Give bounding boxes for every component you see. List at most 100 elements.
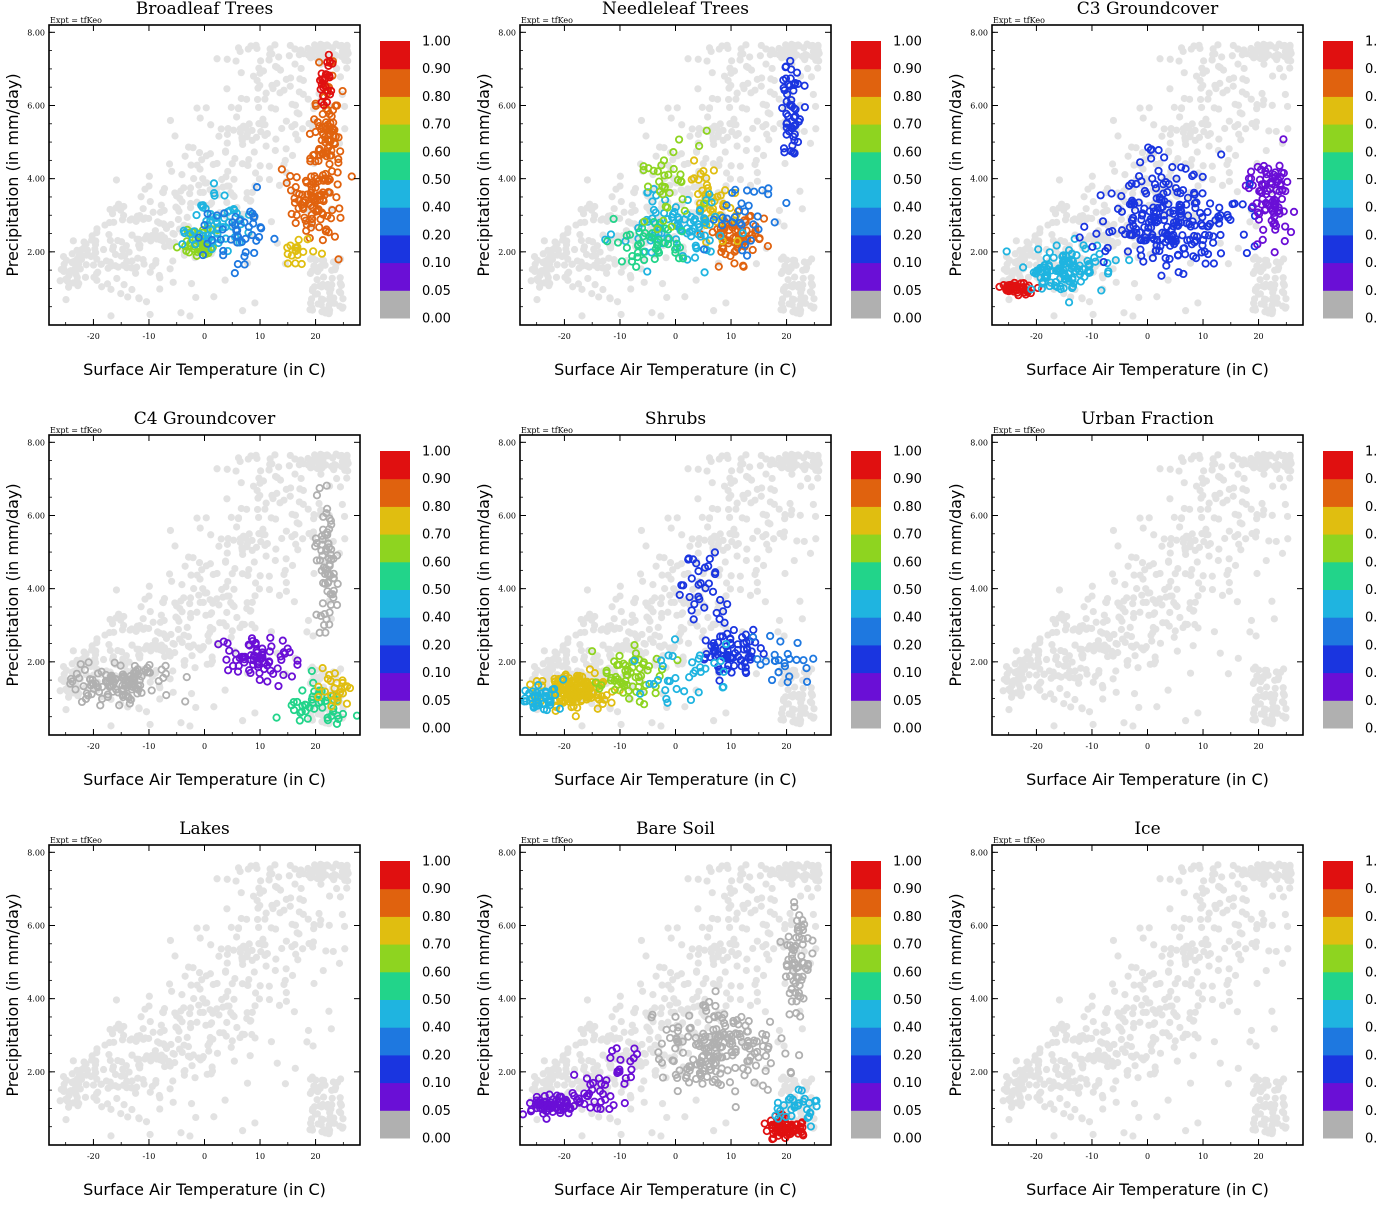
scatter-point-bg	[193, 609, 200, 616]
scatter-point-bg	[590, 246, 597, 253]
scatter-point-bg	[776, 96, 783, 103]
scatter-point	[287, 173, 293, 179]
scatter-point	[97, 702, 103, 708]
scatter-point-bg	[632, 185, 639, 192]
scatter-point-bg	[670, 585, 677, 592]
scatter-point	[295, 237, 301, 243]
scatter-point-bg	[178, 198, 185, 205]
y-axis-label: Precipitation (in mm/day)	[3, 483, 22, 686]
scatter-point-bg	[680, 626, 687, 633]
scatter-point-bg	[642, 599, 649, 606]
scatter-point-bg	[124, 293, 131, 300]
y-tick-label: 6.00	[970, 101, 988, 110]
scatter-point-bg	[727, 82, 734, 89]
scatter-point-bg	[1282, 91, 1289, 98]
scatter-point-bg	[536, 284, 543, 291]
x-axis-label: Surface Air Temperature (in C)	[1026, 360, 1269, 379]
scatter-point-bg	[547, 662, 554, 669]
scatter-point-bg	[167, 527, 174, 534]
scatter-point-bg	[317, 41, 324, 48]
scatter-point-bg	[168, 168, 175, 175]
scatter-point-bg	[584, 275, 591, 282]
scatter-point-bg	[666, 592, 673, 599]
colorbar-label: 0.00	[422, 312, 451, 327]
scatter-point-bg	[257, 572, 264, 579]
scatter-point-bg	[1101, 202, 1108, 209]
scatter-point-bg	[218, 535, 225, 542]
scatter-point	[644, 268, 650, 274]
scatter-point-bg	[260, 67, 267, 74]
scatter-point-bg	[251, 592, 258, 599]
scatter-point-bg	[642, 641, 649, 648]
scatter-point-bg	[614, 708, 621, 715]
scatter-point-bg	[320, 257, 327, 264]
scatter-point-bg	[812, 125, 819, 132]
scatter-point-bg	[754, 178, 761, 185]
scatter-point-bg	[799, 205, 806, 212]
scatter-point-bg	[319, 296, 326, 303]
scatter-point-bg	[605, 255, 612, 262]
scatter-point-bg	[333, 475, 340, 482]
scatter-point-bg	[553, 274, 560, 281]
scatter-point-bg	[287, 74, 294, 81]
scatter-point-bg	[1262, 296, 1269, 303]
scatter-point-bg	[708, 539, 715, 546]
scatter-point-bg	[779, 457, 786, 464]
scatter-point-bg	[256, 175, 263, 182]
scatter-point-bg	[554, 662, 561, 669]
scatter-point-bg	[801, 128, 808, 135]
scatter-point-bg	[223, 85, 230, 92]
scatter-point-bg	[1171, 104, 1178, 111]
scatter-point-bg	[740, 495, 747, 502]
scatter-point	[316, 485, 322, 491]
scatter-point-bg	[634, 635, 641, 642]
scatter-point-bg	[314, 276, 321, 283]
scatter-point-bg	[1069, 216, 1076, 223]
scatter-point-bg	[732, 96, 739, 103]
scatter-point	[751, 188, 757, 194]
scatter-point-bg	[1088, 215, 1095, 222]
chart-title: Broadleaf Trees	[136, 0, 274, 19]
scatter-point-bg	[797, 309, 804, 316]
scatter-point-bg	[1209, 176, 1216, 183]
scatter-point-bg	[309, 632, 316, 639]
scatter-point-bg	[1182, 307, 1189, 314]
scatter-point-bg	[305, 617, 312, 624]
scatter-point-bg	[614, 298, 621, 305]
scatter-point	[225, 667, 231, 673]
scatter-point-bg	[1153, 293, 1160, 300]
scatter-point	[1244, 250, 1250, 256]
scatter-point-bg	[1203, 67, 1210, 74]
scatter-point-bg	[93, 225, 100, 232]
scatter-point-bg	[1269, 73, 1276, 80]
scatter-point-bg	[236, 624, 243, 631]
scatter-point-bg	[1167, 56, 1174, 63]
colorbar-label: 0.50	[422, 173, 451, 188]
colorbar-label: 0.90	[893, 62, 922, 77]
scatter-point-bg	[649, 581, 656, 588]
colorbar: 0.000.050.100.200.400.500.600.700.800.90…	[380, 445, 451, 737]
scatter-point-bg	[261, 96, 268, 103]
scatter-point-bg	[564, 225, 571, 232]
scatter-point-bg	[681, 293, 688, 300]
scatter-point-bg	[611, 615, 618, 622]
scatter-point-bg	[231, 565, 238, 572]
scatter-point-bg	[637, 570, 644, 577]
scatter-point-bg	[308, 47, 315, 54]
scatter-point-bg	[649, 608, 656, 615]
scatter-point-bg	[1241, 65, 1248, 72]
scatter-point-bg	[754, 555, 761, 562]
colorbar-label: 1.00	[422, 35, 451, 50]
scatter-point-bg	[804, 475, 811, 482]
scatter-point-bg	[322, 461, 329, 468]
scatter-point-bg	[343, 461, 350, 468]
scatter-point-bg	[208, 199, 215, 206]
scatter-point-bg	[749, 125, 756, 132]
scatter-point-bg	[618, 198, 625, 205]
scatter-point-bg	[538, 267, 545, 274]
scatter-point-bg	[721, 483, 728, 490]
scatter-point-bg	[787, 282, 794, 289]
scatter-point-bg	[814, 64, 821, 71]
scatter-point	[273, 714, 279, 720]
scatter-point-bg	[1276, 65, 1283, 72]
